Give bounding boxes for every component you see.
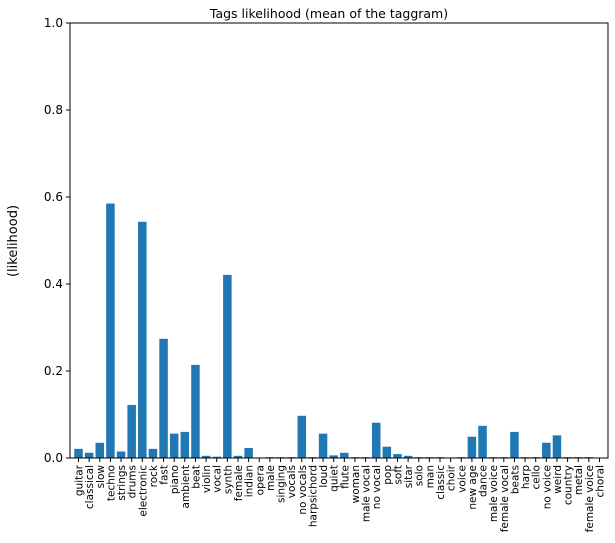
bar-drums: [127, 404, 136, 458]
x-tick-label: man: [424, 465, 436, 488]
x-tick-label: singing: [276, 465, 288, 503]
x-tick-label: choral: [594, 465, 606, 498]
bar-vocal: [212, 456, 221, 458]
x-tick-label: female: [233, 465, 245, 501]
bar-soft: [393, 454, 402, 458]
bars-group: [74, 203, 604, 458]
x-tick-label: piano: [169, 465, 181, 494]
bar-flute: [340, 452, 349, 458]
x-tick-label: ambient: [180, 465, 192, 508]
x-tick-label: new age: [467, 465, 479, 510]
x-tick-label: electronic: [137, 465, 149, 517]
x-tick-label: country: [563, 465, 575, 505]
x-tick-label: beats: [509, 465, 521, 494]
x-tick-label: vocals: [286, 465, 298, 498]
x-tick-label: metal: [573, 465, 585, 495]
bar-loud: [318, 433, 328, 458]
bar-piano: [169, 433, 179, 458]
bar-weird: [552, 435, 562, 458]
x-tick-label: loud: [318, 465, 330, 488]
bar-dance: [478, 425, 487, 458]
y-tick-label: 0.4: [44, 277, 63, 291]
y-axis-ticks: 0.0 0.2 0.4 0.6 0.8 1.0: [44, 16, 70, 465]
x-tick-label: techno: [105, 465, 117, 501]
bar-electronic: [138, 221, 147, 458]
x-tick-label: dance: [478, 465, 490, 497]
bar-no-voice: [542, 442, 551, 458]
bar-techno: [106, 203, 115, 458]
y-tick-label: 0.6: [44, 190, 63, 204]
bar-slow: [95, 442, 105, 458]
bar-new-age: [467, 436, 477, 458]
bar-quiet: [329, 455, 338, 458]
x-tick-label: choir: [446, 464, 458, 491]
bar-pop: [382, 446, 392, 458]
y-tick-label: 1.0: [44, 16, 63, 30]
x-tick-label: no voice: [541, 465, 553, 509]
plot-frame: [69, 22, 609, 459]
x-tick-label: quiet: [329, 465, 341, 492]
x-tick-label: classical: [84, 465, 96, 509]
x-tick-label: vocal: [212, 465, 224, 493]
bar-violin: [201, 455, 211, 458]
bar-rock: [148, 448, 158, 458]
x-tick-label: voice: [456, 465, 468, 493]
bar-indian: [244, 447, 253, 458]
x-tick-label: harpsichord: [307, 465, 319, 527]
bar-no-vocal: [371, 422, 381, 458]
x-tick-label: harp: [520, 465, 532, 489]
x-tick-label: fast: [159, 465, 171, 485]
bar-fast: [159, 338, 168, 458]
bar-ambient: [180, 431, 190, 458]
x-tick-label: drums: [127, 465, 139, 498]
y-tick-label: 0.2: [44, 364, 63, 378]
bar-classical: [84, 452, 94, 458]
bar-strings: [116, 451, 126, 458]
x-tick-label: male voice: [488, 465, 500, 522]
x-tick-label: slow: [95, 465, 107, 489]
x-tick-label: soft: [392, 465, 404, 485]
x-tick-label: female vocal: [499, 465, 511, 532]
x-tick-label: rock: [148, 464, 160, 487]
x-tick-label: woman: [350, 465, 362, 503]
x-tick-label: male: [265, 465, 277, 491]
y-tick-label: 0.8: [44, 103, 63, 117]
x-tick-label: female voice: [584, 465, 596, 532]
chart-title: Tags likelihood (mean of the taggram): [209, 6, 448, 21]
x-tick-label: strings: [116, 465, 128, 501]
x-tick-label: opera: [254, 465, 266, 495]
x-tick-label: no vocal: [371, 465, 383, 509]
x-tick-label: indian: [244, 465, 256, 497]
bar-beat: [191, 364, 200, 458]
bar-no-vocals: [297, 415, 307, 458]
x-tick-label: synth: [222, 465, 234, 494]
x-tick-label: beat: [190, 465, 202, 489]
bar-synth: [223, 274, 232, 458]
x-tick-label: violin: [201, 465, 213, 493]
x-tick-label: guitar: [74, 464, 86, 496]
bar-guitar: [74, 448, 83, 458]
x-tick-label: no vocals: [297, 465, 309, 515]
x-tick-label: solo: [414, 465, 426, 486]
bar-sitar: [403, 455, 413, 458]
bar-female: [233, 455, 243, 458]
x-tick-label: weird: [552, 465, 564, 494]
x-tick-label: classic: [435, 465, 447, 500]
x-tick-label: sitar: [403, 464, 415, 488]
y-axis-label: (likelihood): [6, 205, 21, 277]
x-axis-ticks: guitarclassicalslowtechnostringsdrumsele…: [74, 458, 606, 532]
y-tick-label: 0.0: [44, 451, 63, 465]
x-tick-label: male vocal: [361, 465, 373, 522]
bar-beats: [510, 431, 519, 458]
x-tick-label: pop: [382, 465, 394, 485]
x-tick-label: cello: [531, 465, 543, 490]
x-tick-label: flute: [339, 465, 351, 489]
